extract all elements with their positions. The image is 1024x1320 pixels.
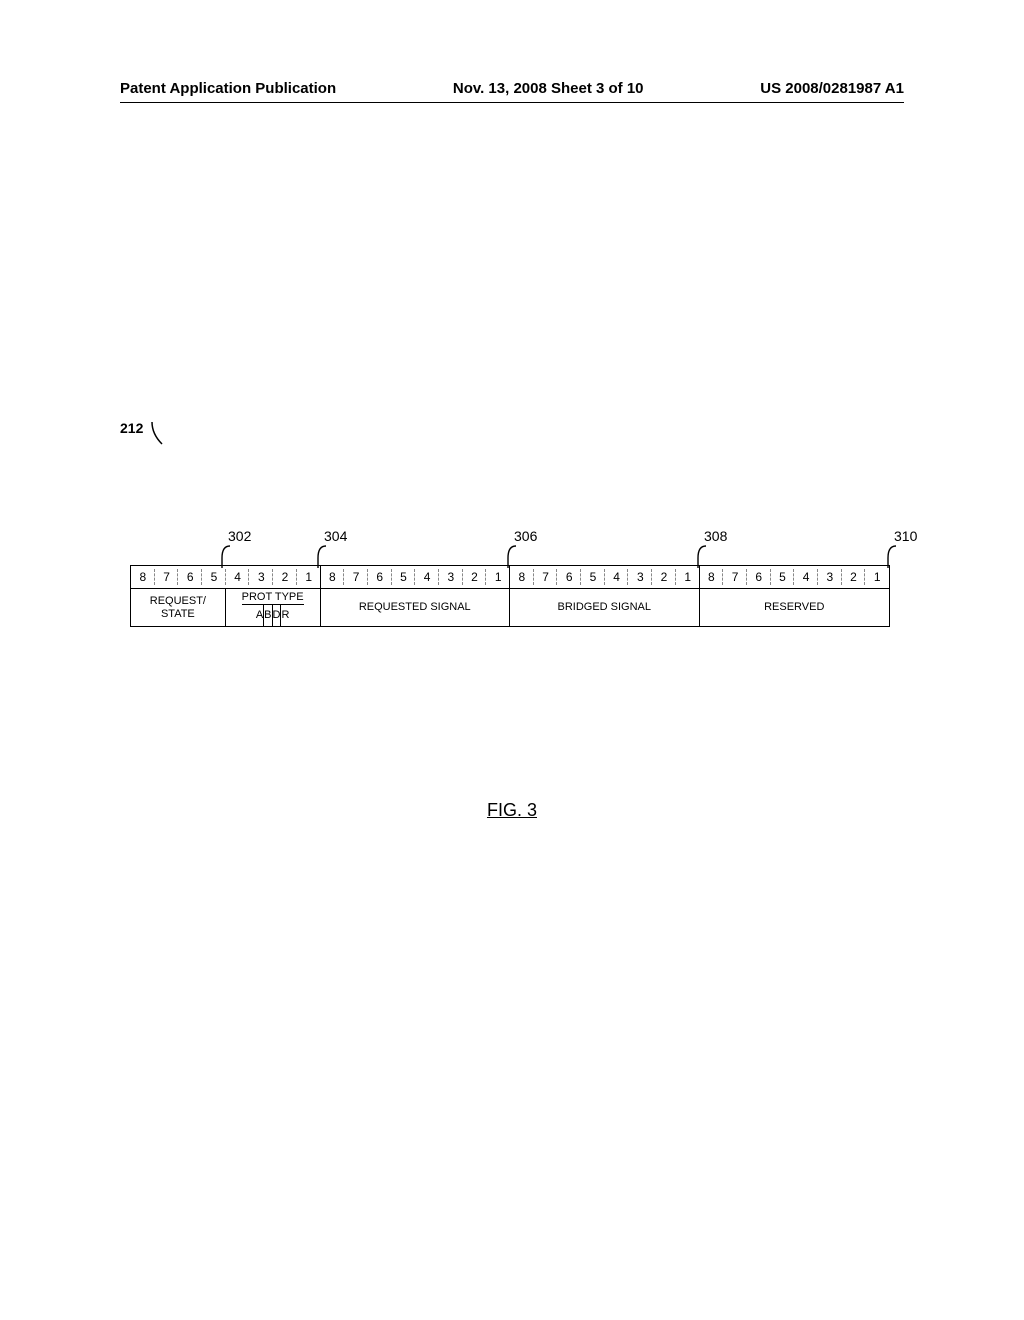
header-center: Nov. 13, 2008 Sheet 3 of 10 <box>453 80 644 97</box>
field-label-row: REQUEST/ STATE PROT TYPE A B D R REQUEST… <box>131 588 889 626</box>
bit-cell: 5 <box>202 566 226 588</box>
prot-sub-b: B <box>264 605 272 626</box>
bit-cell: 1 <box>297 566 321 588</box>
prot-sub-a: A <box>256 605 264 626</box>
field-prot-type: PROT TYPE A B D R <box>226 589 321 626</box>
prot-type-subfields: A B D R <box>256 605 290 626</box>
ref-308: 308 <box>704 528 727 544</box>
bit-cell: 8 <box>321 566 345 588</box>
ref-302: 302 <box>228 528 251 544</box>
bit-cell: 7 <box>534 566 558 588</box>
bit-cell: 1 <box>486 566 510 588</box>
bit-cell: 7 <box>155 566 179 588</box>
header-rule <box>120 102 904 103</box>
bit-cell: 3 <box>249 566 273 588</box>
bit-cell: 1 <box>676 566 700 588</box>
bit-cell: 4 <box>226 566 250 588</box>
prot-sub-d: D <box>273 605 282 626</box>
bit-cell: 7 <box>723 566 747 588</box>
bit-cell: 1 <box>865 566 889 588</box>
ref-212-label: 212 <box>120 420 143 436</box>
bit-cell: 3 <box>818 566 842 588</box>
bit-cell: 2 <box>652 566 676 588</box>
field-requested-signal: REQUESTED SIGNAL <box>321 589 511 626</box>
bit-cell: 4 <box>415 566 439 588</box>
page-header: Patent Application Publication Nov. 13, … <box>120 80 904 97</box>
header-right: US 2008/0281987 A1 <box>760 80 904 97</box>
bit-cell: 6 <box>178 566 202 588</box>
bit-cell: 7 <box>344 566 368 588</box>
bit-cell: 6 <box>747 566 771 588</box>
bit-cell: 3 <box>439 566 463 588</box>
bit-number-row: 8 7 6 5 4 3 2 1 8 7 6 5 4 3 2 1 8 7 6 5 … <box>131 566 889 588</box>
bit-cell: 4 <box>605 566 629 588</box>
bit-cell: 2 <box>273 566 297 588</box>
bit-cell: 3 <box>628 566 652 588</box>
ref-212-arrow-icon <box>150 420 170 450</box>
bit-cell: 2 <box>463 566 487 588</box>
ref-304: 304 <box>324 528 347 544</box>
field-bridged-signal: BRIDGED SIGNAL <box>510 589 700 626</box>
field-request-state: REQUEST/ STATE <box>131 589 226 626</box>
ref-306: 306 <box>514 528 537 544</box>
ref-310: 310 <box>894 528 917 544</box>
bit-cell: 6 <box>368 566 392 588</box>
prot-type-title: PROT TYPE <box>242 589 304 605</box>
bit-cell: 6 <box>557 566 581 588</box>
bit-cell: 8 <box>700 566 724 588</box>
bit-cell: 5 <box>771 566 795 588</box>
prot-sub-r: R <box>281 605 289 626</box>
bit-cell: 8 <box>510 566 534 588</box>
field-reserved: RESERVED <box>700 589 890 626</box>
bit-cell: 5 <box>392 566 416 588</box>
bit-cell: 2 <box>842 566 866 588</box>
bit-cell: 4 <box>794 566 818 588</box>
bit-cell: 5 <box>581 566 605 588</box>
aps-byte-diagram: 8 7 6 5 4 3 2 1 8 7 6 5 4 3 2 1 8 7 6 5 … <box>130 565 890 627</box>
header-left: Patent Application Publication <box>120 80 336 97</box>
bit-cell: 8 <box>131 566 155 588</box>
figure-label: FIG. 3 <box>0 800 1024 821</box>
